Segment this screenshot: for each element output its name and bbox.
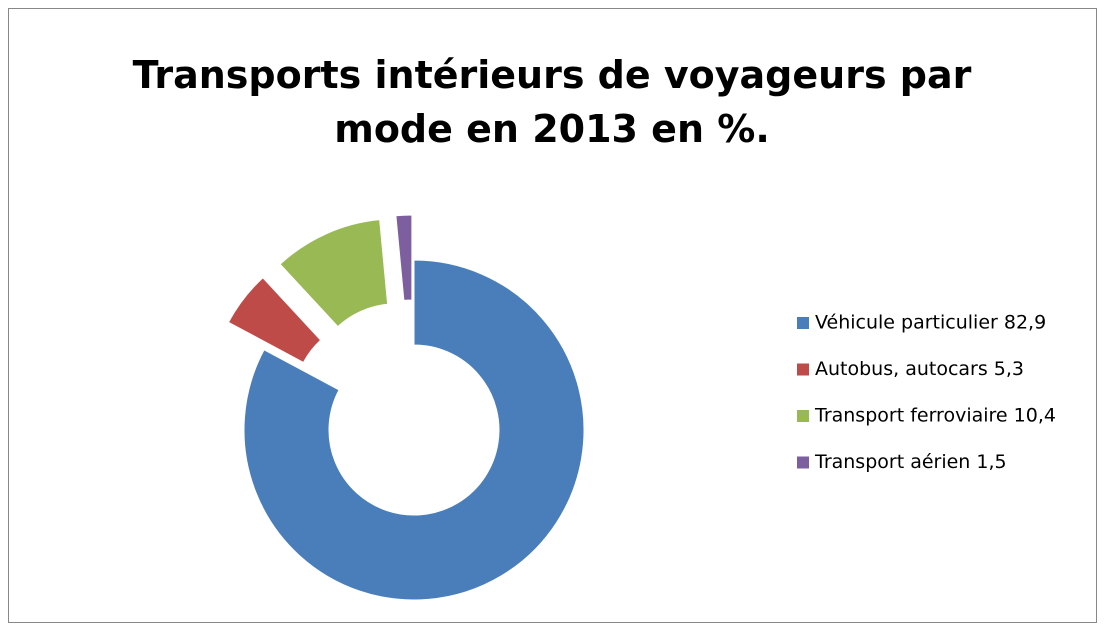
legend-swatch (797, 456, 809, 469)
legend-label: Autobus, autocars 5,3 (815, 358, 1024, 380)
donut-slice (279, 219, 389, 328)
legend-swatch (797, 363, 809, 376)
legend-swatch (797, 317, 809, 329)
legend-label: Transport ferroviaire 10,4 (814, 405, 1056, 427)
donut-slice (243, 259, 585, 601)
chart-title: mode en 2013 en %. (334, 107, 770, 151)
donut-slice (395, 214, 413, 301)
chart-title: Transports intérieurs de voyageurs par (133, 53, 972, 97)
legend-swatch (797, 410, 809, 422)
legend-label: Transport aérien 1,5 (814, 451, 1007, 473)
legend-label: Véhicule particulier 82,9 (815, 312, 1046, 334)
donut-slice (227, 277, 322, 364)
